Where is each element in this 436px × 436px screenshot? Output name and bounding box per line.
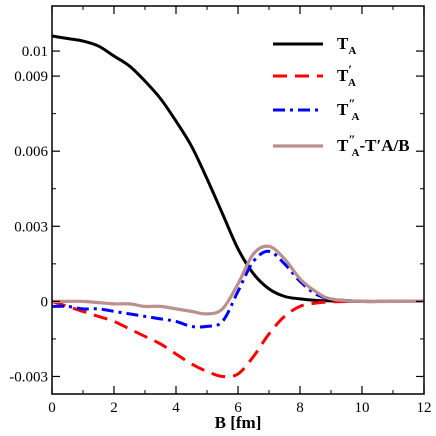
series-line-2 — [52, 299, 424, 379]
legend-label-1: TA — [337, 34, 356, 57]
series-line-1 — [52, 34, 424, 303]
x-tick-label: 12 — [417, 400, 432, 416]
plot-lines — [52, 34, 424, 379]
y-tick-label: -0.003 — [9, 369, 48, 385]
y-tick-label: 0.009 — [14, 69, 48, 85]
legend-label-4: T″ A-T′A/B — [337, 132, 410, 159]
x-tick-label: 4 — [172, 400, 180, 416]
y-tick-label: 0.01 — [22, 44, 48, 60]
x-tick-label: 6 — [234, 400, 242, 416]
series-line-3 — [52, 249, 424, 329]
x-tick-label: 8 — [296, 400, 304, 416]
series-line-4 — [52, 244, 424, 316]
y-tick-label: 0 — [41, 294, 49, 310]
y-tick-label: 0.003 — [14, 219, 48, 235]
legend-label-3: T″ A — [337, 96, 360, 123]
x-tick-label: 2 — [110, 400, 118, 416]
plot-frame — [51, 5, 425, 395]
legend: TA T′ A T″ A T″ A-T′A/B — [273, 34, 410, 159]
x-tick-label: 10 — [355, 400, 370, 416]
y-tick-label: 0.006 — [14, 144, 48, 160]
x-tick-label: 0 — [48, 400, 56, 416]
legend-label-2: T′ A — [337, 62, 356, 89]
x-axis-title: B [fm] — [215, 413, 262, 432]
